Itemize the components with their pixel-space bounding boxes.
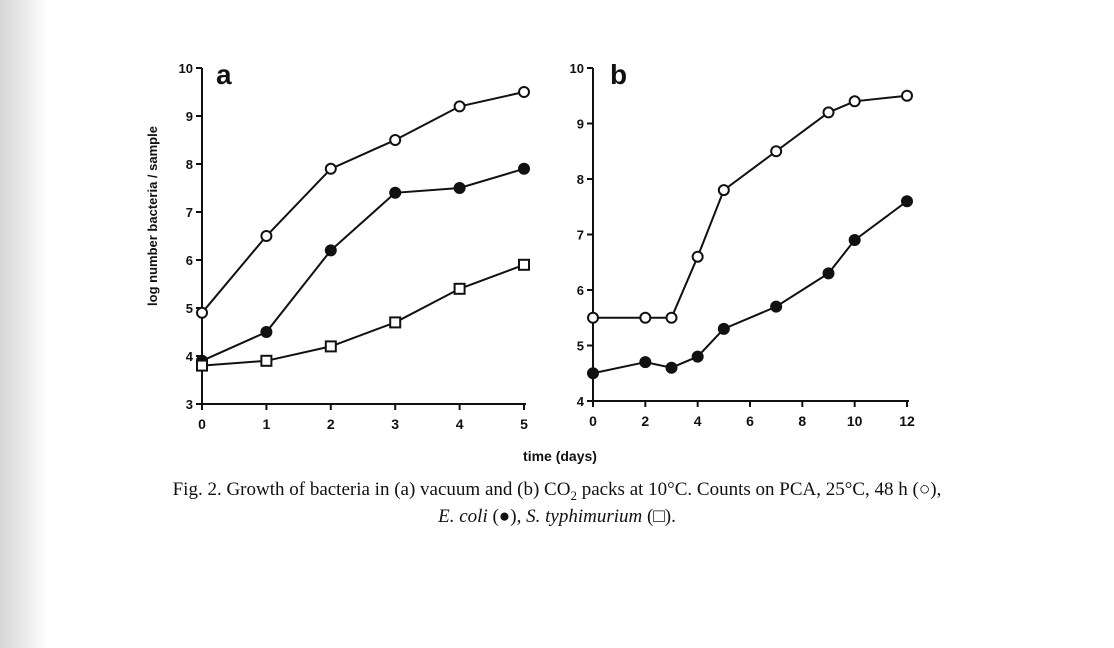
panel-letter: a (216, 59, 232, 90)
data-point-open-circle (639, 311, 652, 324)
x-tick-label: 4 (694, 413, 702, 429)
data-point-open-square (389, 316, 402, 329)
y-tick-label: 10 (179, 61, 193, 76)
data-point-open-circle (665, 311, 678, 324)
data-point-open-circle (770, 145, 783, 158)
series-line-open-circle (201, 91, 525, 314)
data-point-filled-circle (260, 326, 273, 338)
data-point-filled-circle (518, 162, 530, 175)
y-tick-label: 3 (186, 397, 193, 412)
caption-text-1b: packs at 10°C. Counts on PCA, 25°C, 48 h… (576, 479, 942, 500)
data-point-open-circle (717, 184, 730, 197)
caption-text-2a: (●), (487, 506, 527, 527)
data-point-open-circle (848, 95, 861, 108)
data-point-filled-circle (822, 267, 835, 280)
x-tick-label: 0 (198, 416, 206, 432)
y-tick-label: 5 (186, 301, 193, 316)
data-point-open-circle (324, 162, 337, 175)
x-tick-label: 4 (456, 416, 464, 432)
data-point-filled-circle (717, 322, 730, 335)
data-point-open-circle (260, 230, 273, 242)
series-line-filled-circle (201, 167, 525, 362)
data-point-open-square (260, 354, 273, 367)
x-tick-label: 0 (589, 413, 597, 429)
data-point-open-circle (587, 311, 599, 324)
caption-styphimurium: S. typhimurium (526, 506, 643, 527)
data-point-open-circle (453, 100, 466, 113)
x-tick-label: 1 (263, 416, 271, 432)
x-axis-title: time (days) (523, 448, 597, 464)
y-axis-title: log number bacteria / sample (145, 126, 160, 306)
y-tick-label: 8 (577, 172, 584, 187)
panel-a-chart: 3 4 5 6 7 8 9 10 0 1 2 3 4 5 a log number bacteria / sa… (145, 59, 530, 432)
data-point-filled-circle (389, 186, 402, 199)
panel-b-chart: 4 5 6 7 8 9 10 0 2 4 6 8 10 12 b (570, 59, 915, 429)
data-point-filled-circle (665, 361, 678, 374)
data-point-filled-circle (587, 367, 599, 380)
panel-letter: b (610, 59, 627, 90)
series-line-open-circle (593, 94, 908, 319)
x-tick-label: 12 (899, 413, 915, 429)
x-tick-label: 3 (391, 416, 399, 432)
data-point-filled-circle (324, 244, 337, 257)
caption-text-2b: (□). (642, 506, 676, 527)
data-point-filled-circle (901, 195, 913, 208)
series-line-open-square (201, 263, 525, 367)
y-tick-label: 7 (186, 205, 193, 220)
page-edge-shadow (0, 0, 48, 648)
data-point-open-square (518, 258, 530, 271)
caption-line-2: E. coli (●), S. typhimurium (□). (0, 505, 1114, 529)
y-tick-label: 4 (186, 349, 194, 364)
caption-subscript: 2 (570, 487, 577, 503)
y-tick-label: 10 (570, 61, 584, 76)
data-point-open-circle (901, 89, 913, 102)
series-line-filled-circle (592, 200, 908, 375)
x-tick-label: 2 (327, 416, 335, 432)
x-tick-label: 6 (746, 413, 754, 429)
data-point-filled-circle (691, 350, 704, 363)
data-point-open-circle (196, 306, 208, 319)
y-tick-label: 8 (186, 157, 193, 172)
data-point-filled-circle (639, 356, 652, 369)
data-point-open-square (196, 359, 208, 372)
y-tick-label: 5 (577, 339, 584, 354)
x-tick-label: 10 (847, 413, 863, 429)
data-point-open-circle (389, 134, 402, 146)
y-tick-label: 9 (186, 109, 193, 124)
y-tick-label: 7 (577, 228, 584, 243)
data-point-open-circle (518, 86, 530, 98)
data-point-open-circle (691, 250, 704, 263)
data-point-filled-circle (848, 234, 861, 247)
data-point-filled-circle (770, 300, 783, 313)
x-tick-label: 5 (520, 416, 528, 432)
data-point-open-circle (822, 106, 835, 119)
x-tick-label: 2 (641, 413, 649, 429)
caption-ecoli: E. coli (438, 506, 488, 527)
caption-text-1a: Fig. 2. Growth of bacteria in (a) vacuum… (172, 479, 571, 500)
data-point-open-square (324, 340, 337, 353)
data-point-filled-circle (453, 182, 466, 194)
y-tick-label: 9 (577, 117, 584, 132)
y-tick-label: 6 (577, 283, 584, 298)
y-tick-label: 4 (577, 394, 585, 409)
y-tick-label: 6 (186, 253, 193, 268)
data-point-open-square (453, 282, 466, 295)
x-tick-label: 8 (798, 413, 806, 429)
caption-line-1: Fig. 2. Growth of bacteria in (a) vacuum… (0, 478, 1114, 508)
